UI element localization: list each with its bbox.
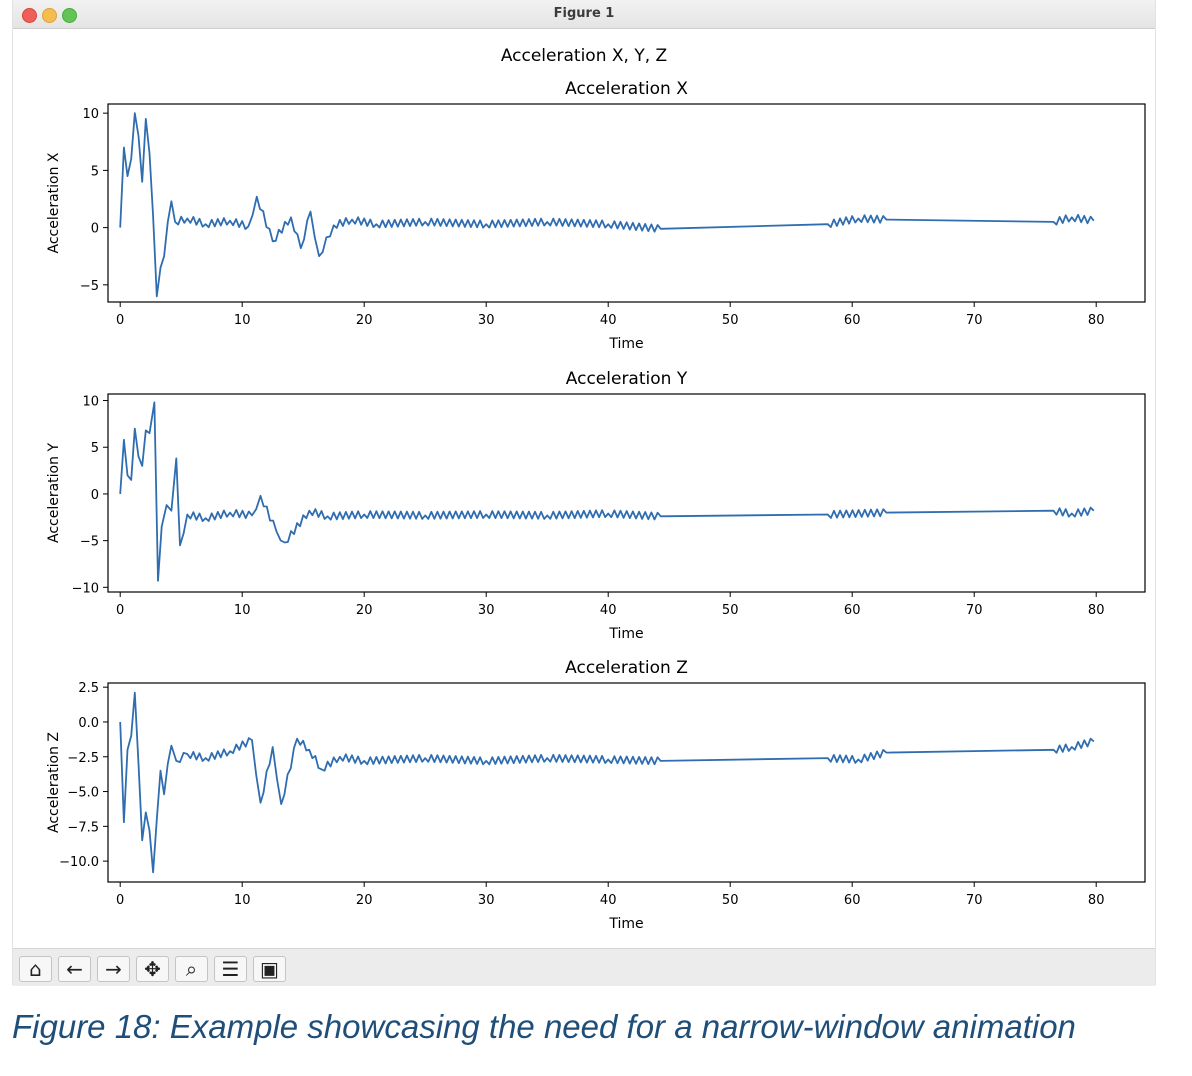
y-tick-label: 10 xyxy=(82,395,99,410)
x-tick-label: 80 xyxy=(1088,313,1105,328)
series-line-x xyxy=(119,112,1095,298)
x-tick-label: 60 xyxy=(844,893,861,908)
pan-move-button[interactable]: ✥ xyxy=(136,956,169,982)
x-tick-label: 10 xyxy=(234,603,251,618)
figure-window: Figure 1 Acceleration X, Y, Z Acceleratio… xyxy=(12,0,1156,986)
figure-caption: Figure 18: Example showcasing the need f… xyxy=(12,1008,1076,1045)
navigation-toolbar: ⌂ ← → ✥ ⌕ ☰ ▣ xyxy=(13,948,1155,986)
y-tick-label: −7.5 xyxy=(67,820,99,835)
x-tick-label: 60 xyxy=(844,313,861,328)
series-line-z xyxy=(119,691,1095,874)
home-button[interactable]: ⌂ xyxy=(19,956,52,982)
back-arrow-icon: ← xyxy=(66,957,83,981)
x-tick-label: 80 xyxy=(1088,893,1105,908)
x-tick-label: 70 xyxy=(966,893,983,908)
x-tick-label: 20 xyxy=(356,313,373,328)
y-tick-label: 0.0 xyxy=(78,716,99,731)
forward-arrow-icon: → xyxy=(105,957,122,981)
y-tick-label: 5 xyxy=(91,164,99,179)
pan-move-icon: ✥ xyxy=(144,957,161,981)
y-tick-label: −5 xyxy=(80,279,99,294)
x-tick-label: 70 xyxy=(966,313,983,328)
subplot-title-y: Acceleration Y xyxy=(566,369,688,389)
figure-suptitle: Acceleration X, Y, Z xyxy=(501,46,667,66)
x-tick-label: 40 xyxy=(600,893,617,908)
save-floppy-button[interactable]: ▣ xyxy=(253,956,286,982)
minimize-window-button[interactable] xyxy=(42,8,57,23)
x-tick-label: 50 xyxy=(722,603,739,618)
zoom-magnifier-icon: ⌕ xyxy=(185,957,198,981)
configure-subplots-icon: ☰ xyxy=(221,957,240,981)
subplot-title-x: Acceleration X xyxy=(565,79,688,99)
x-tick-label: 0 xyxy=(116,603,124,618)
y-tick-label: 0 xyxy=(91,222,99,237)
y-tick-label: −10 xyxy=(72,581,99,596)
x-tick-label: 30 xyxy=(478,893,495,908)
subplot-title-z: Acceleration Z xyxy=(565,658,688,678)
y-tick-label: −5.0 xyxy=(67,786,99,801)
x-tick-label: 20 xyxy=(356,893,373,908)
axes-frame-y xyxy=(107,393,1146,593)
y-tick-label: −10.0 xyxy=(59,855,99,870)
y-tick-label: −5 xyxy=(80,535,99,550)
x-axis-label-z: Time xyxy=(608,916,643,932)
y-tick-label: 10 xyxy=(82,107,99,122)
x-tick-label: 70 xyxy=(966,603,983,618)
forward-arrow-button[interactable]: → xyxy=(97,956,130,982)
x-tick-label: 40 xyxy=(600,603,617,618)
window-title: Figure 1 xyxy=(553,6,615,21)
axes-frame-z xyxy=(107,682,1146,883)
configure-subplots-button[interactable]: ☰ xyxy=(214,956,247,982)
x-tick-label: 50 xyxy=(722,313,739,328)
close-window-button[interactable] xyxy=(22,8,37,23)
y-tick-label: −2.5 xyxy=(67,751,99,766)
x-tick-label: 50 xyxy=(722,893,739,908)
x-axis-label-x: Time xyxy=(608,336,643,352)
x-tick-label: 10 xyxy=(234,313,251,328)
series-line-y xyxy=(119,401,1095,582)
y-axis-label-z: Acceleration Z xyxy=(46,732,62,833)
back-arrow-button[interactable]: ← xyxy=(58,956,91,982)
zoom-window-button[interactable] xyxy=(62,8,77,23)
axes-frame-x xyxy=(107,103,1146,303)
zoom-magnifier-button[interactable]: ⌕ xyxy=(175,956,208,982)
x-tick-label: 80 xyxy=(1088,603,1105,618)
save-floppy-icon: ▣ xyxy=(260,957,279,981)
figure-canvas[interactable]: Acceleration X, Y, Z Acceleration X 0 10 20 3… xyxy=(13,0,1155,948)
x-tick-label: 40 xyxy=(600,313,617,328)
y-axis-label-y: Acceleration Y xyxy=(46,443,62,543)
y-tick-label: 5 xyxy=(91,441,99,456)
x-tick-label: 20 xyxy=(356,603,373,618)
y-axis-label-x: Acceleration X xyxy=(46,152,62,253)
home-icon: ⌂ xyxy=(29,957,42,981)
x-axis-label-y: Time xyxy=(608,626,643,642)
x-tick-label: 30 xyxy=(478,603,495,618)
x-tick-label: 0 xyxy=(116,313,124,328)
x-tick-label: 60 xyxy=(844,603,861,618)
x-tick-label: 0 xyxy=(116,893,124,908)
y-tick-label: 2.5 xyxy=(78,681,99,696)
x-tick-label: 10 xyxy=(234,893,251,908)
y-tick-label: 0 xyxy=(91,488,99,503)
window-titlebar: Figure 1 xyxy=(13,0,1155,29)
x-tick-label: 30 xyxy=(478,313,495,328)
